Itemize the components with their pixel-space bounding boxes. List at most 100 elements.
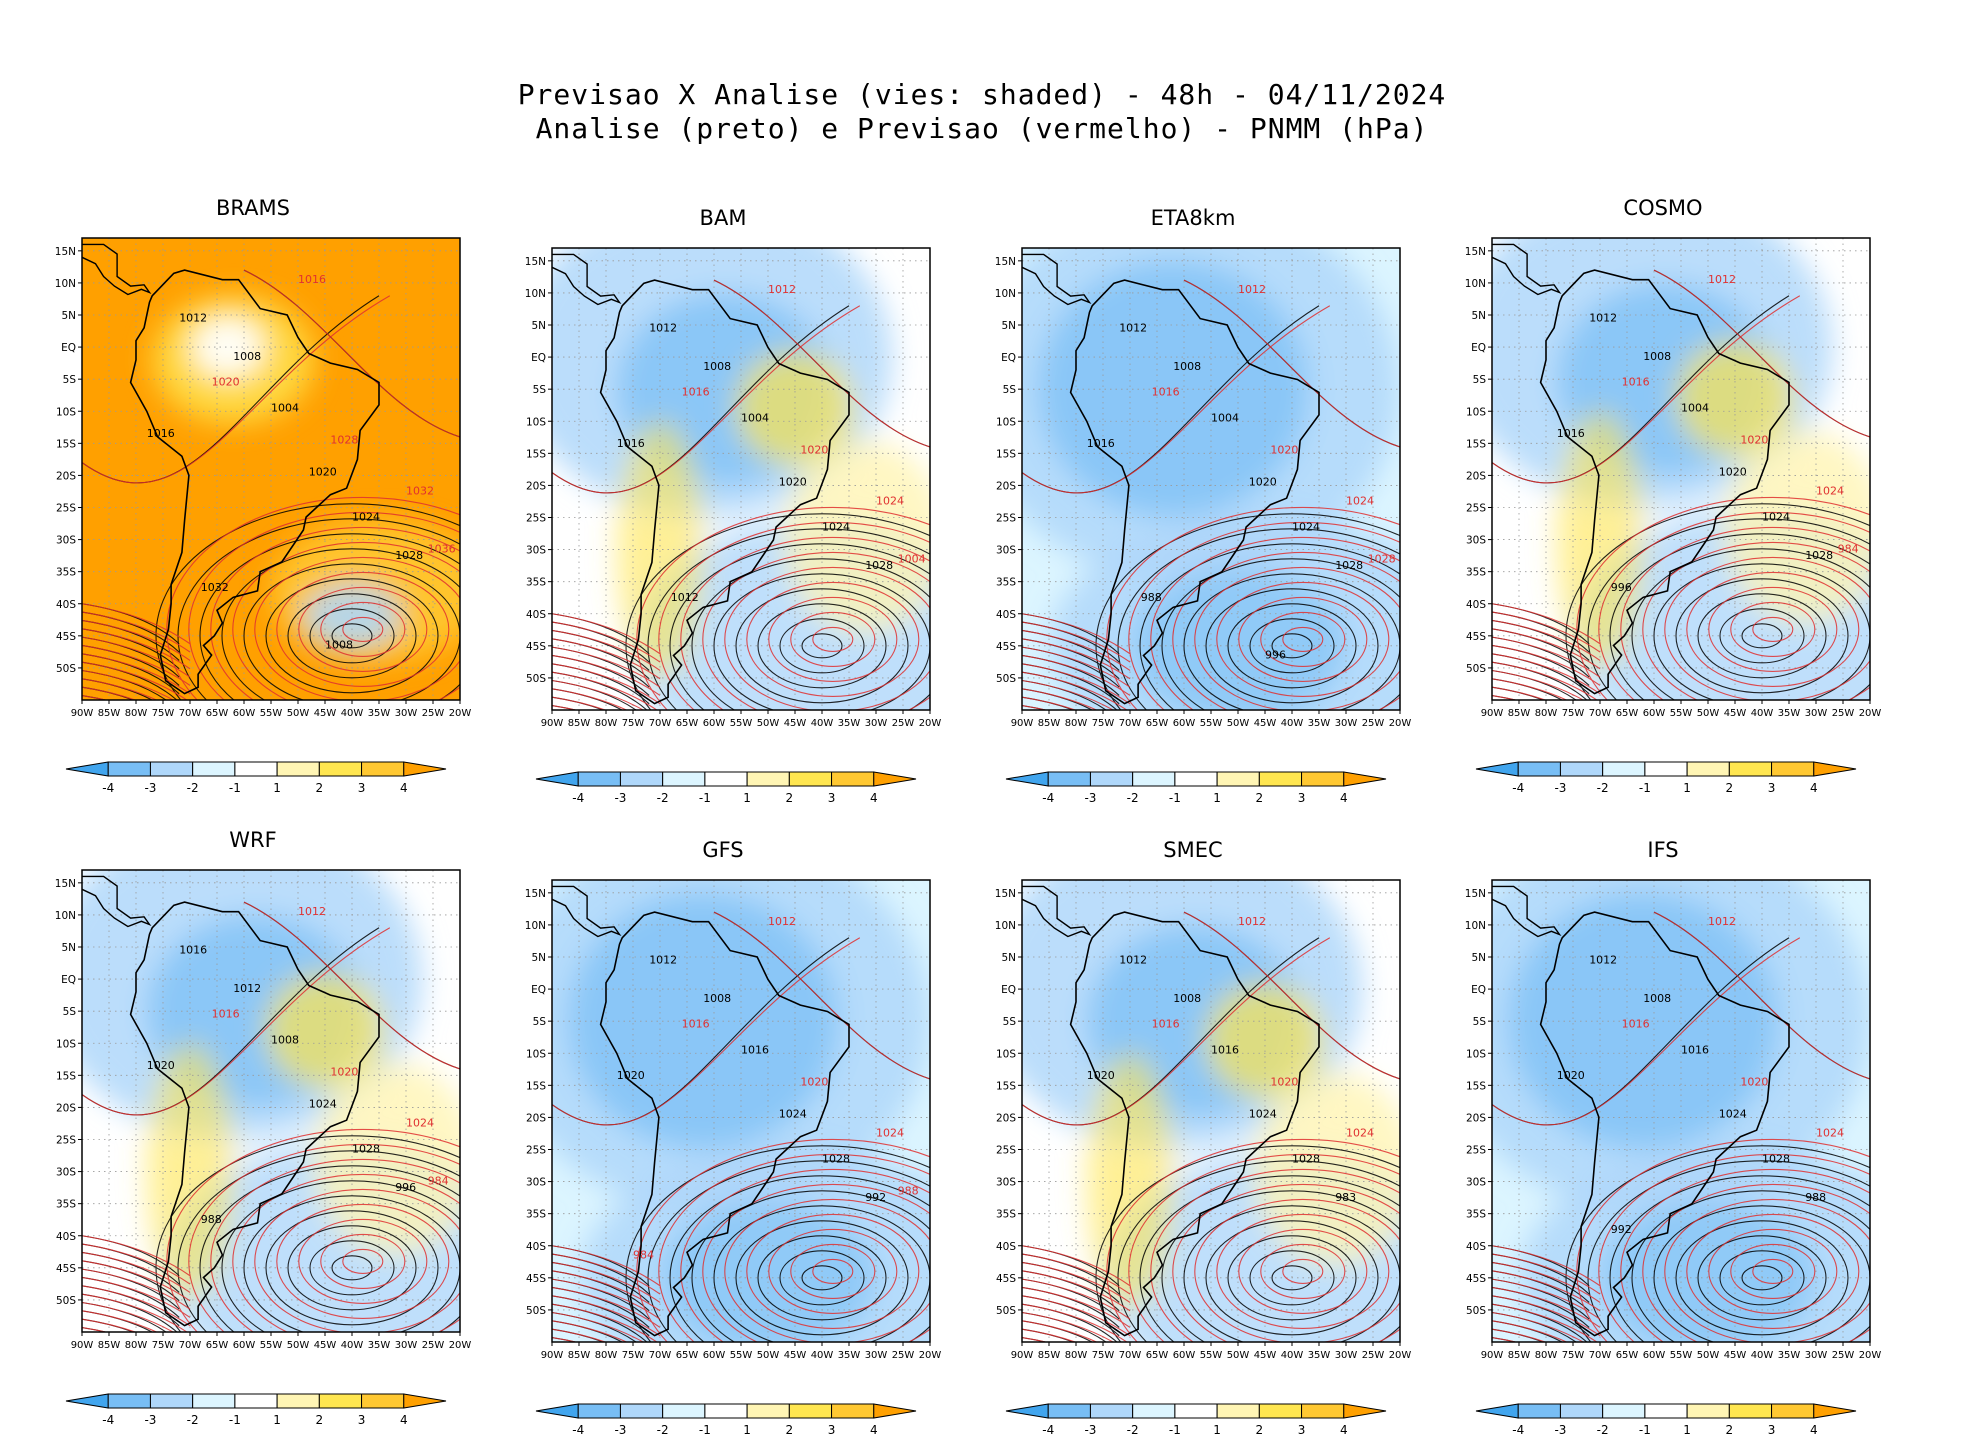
- longitude-tick-label: 85W: [568, 1350, 591, 1361]
- panel-brams: BRAMS 1012 1008 1004 1016 1020 1024 1028 1032 100…: [38, 196, 472, 795]
- analysis-isobar-label: 988: [1141, 591, 1162, 604]
- longitude-tick-label: 30W: [1335, 718, 1358, 729]
- colorbar-segment: [192, 761, 236, 777]
- analysis-isobar-label: 1008: [233, 350, 261, 363]
- forecast-isobar-label: 1020: [800, 1075, 828, 1088]
- longitude-tick-label: 55W: [1200, 1350, 1223, 1361]
- latitude-tick-label: 35S: [526, 1209, 546, 1221]
- forecast-isobar-label: 1024: [1346, 1127, 1374, 1140]
- panel-ifs: IFS 1012 1008 1016 1020 1024 1028 988 992 1012 101…: [1448, 838, 1882, 1437]
- colorbar-tick-label: 2: [1256, 791, 1264, 805]
- pressure-bias-map: 1012 1008 1016 1020 1024 1028 983 1012 1016 1020 1…: [995, 879, 1411, 1361]
- colorbar-tick-label: -1: [699, 791, 711, 805]
- colorbar-segment: [619, 1403, 664, 1419]
- colorbar-segment: [1089, 1403, 1134, 1419]
- longitude-tick-label: 45W: [1724, 1350, 1747, 1361]
- longitude-tick-label: 40W: [811, 718, 834, 729]
- longitude-tick-label: 70W: [1589, 1350, 1612, 1361]
- latitude-tick-label: 45S: [526, 1273, 546, 1285]
- analysis-isobar-label: 1008: [1643, 992, 1671, 1005]
- latitude-tick-label: 25S: [526, 513, 546, 525]
- analysis-isobar-label: 1020: [147, 1059, 175, 1072]
- analysis-isobar-label: 1032: [201, 581, 229, 594]
- analysis-isobar-label: 1012: [1119, 953, 1147, 966]
- longitude-tick-label: 45W: [784, 1350, 807, 1361]
- longitude-tick-label: 80W: [125, 708, 148, 719]
- latitude-tick-label: 10S: [56, 406, 76, 418]
- figure-title-line-1: Previsao X Analise (vies: shaded) - 48h …: [517, 78, 1447, 111]
- longitude-tick-label: 25W: [422, 708, 445, 719]
- analysis-isobar-label: 1028: [1805, 549, 1833, 562]
- forecast-isobar-label: 984: [633, 1249, 654, 1262]
- longitude-tick-label: 55W: [1670, 1350, 1693, 1361]
- latitude-tick-label: 40S: [56, 1231, 76, 1243]
- forecast-isobar-label: 988: [898, 1184, 919, 1197]
- latitude-tick-label: 35S: [1466, 1209, 1486, 1221]
- colorbar-tick-label: 4: [1340, 791, 1348, 805]
- longitude-tick-label: 45W: [1254, 718, 1277, 729]
- analysis-isobar-label: 1020: [1087, 1069, 1115, 1082]
- latitude-tick-label: EQ: [1001, 984, 1016, 996]
- latitude-tick-label: 35S: [526, 577, 546, 589]
- colorbar-tick-label: -2: [1127, 1423, 1139, 1437]
- longitude-tick-label: 35W: [368, 708, 391, 719]
- analysis-isobar-label: 1016: [1211, 1043, 1239, 1056]
- colorbar-segment: [403, 1393, 447, 1409]
- latitude-tick-label: EQ: [531, 352, 546, 364]
- colorbar-segment: [276, 761, 320, 777]
- latitude-tick-label: 45S: [996, 1273, 1016, 1285]
- colorbar-segments: [1005, 1403, 1387, 1419]
- panel-smec: SMEC 1012 1008 1016 1020 1024 1028 983 1012 1016 1…: [978, 838, 1412, 1437]
- analysis-isobar-label: 1024: [1762, 510, 1790, 523]
- longitude-tick-label: 35W: [368, 1340, 391, 1351]
- colorbar-tick-label: 2: [316, 781, 324, 795]
- analysis-isobar-label: 996: [395, 1181, 416, 1194]
- colorbar-tick-label: 4: [870, 791, 878, 805]
- colorbar: -4 -3 -2 -1 1 2 3 4: [1005, 1403, 1387, 1437]
- longitude-tick-label: 60W: [233, 1340, 256, 1351]
- colorbar-tick-label: -4: [1042, 1423, 1054, 1437]
- latitude-tick-label: 50S: [526, 1305, 546, 1317]
- central-america-coastline: [1492, 885, 1562, 938]
- bias-shading: 1012 1008 1016 1020 1024 1028 988 992 1012 1016 10…: [1492, 880, 1870, 1342]
- colorbar-segments: [535, 1403, 917, 1419]
- latitude-tick-label: 30S: [1466, 1177, 1486, 1189]
- latitude-tick-label: 50S: [1466, 1305, 1486, 1317]
- longitude-tick-label: 30W: [865, 1350, 888, 1361]
- south-america-coastline: [599, 279, 850, 705]
- longitude-tick-label: 75W: [1562, 1350, 1585, 1361]
- colorbar-segment: [318, 1393, 363, 1409]
- longitude-tick-label: 85W: [1508, 1350, 1531, 1361]
- latitude-tick-label: 5N: [1471, 952, 1486, 964]
- latitude-tick-label: 10N: [525, 288, 546, 300]
- latitude-tick-label: 10N: [525, 920, 546, 932]
- forecast-isobar-label: 1028: [1368, 552, 1396, 565]
- colorbar-segment: [1517, 1403, 1561, 1419]
- longitude-tick-label: 25W: [892, 1350, 915, 1361]
- colorbar-segment: [1813, 761, 1857, 777]
- latitude-tick-label: 20S: [526, 480, 546, 492]
- latitude-tick-label: 45S: [56, 1263, 76, 1275]
- latitude-tick-label: 10S: [996, 416, 1016, 428]
- colorbar-segment: [1602, 761, 1646, 777]
- longitude-tick-label: 65W: [1146, 1350, 1169, 1361]
- latitude-tick-label: 20S: [56, 1102, 76, 1114]
- colorbar-tick-label: 4: [870, 1423, 878, 1437]
- forecast-isobar-label: 1024: [406, 1117, 434, 1130]
- latitude-tick-label: 50S: [526, 673, 546, 685]
- colorbar-segment: [662, 1403, 706, 1419]
- panel-wrf: WRF 1016 1012 1008 1020 1024 1028 996 988 1012 101…: [38, 828, 472, 1427]
- bias-shading: 1016 1012 1008 1020 1024 1028 996 988 1012 1016 10…: [82, 870, 460, 1332]
- colorbar-segment: [535, 771, 579, 787]
- latitude-tick-label: 50S: [1466, 663, 1486, 675]
- longitude-tick-label: 90W: [71, 1340, 94, 1351]
- forecast-isobar-label: 1016: [212, 1008, 240, 1021]
- colorbar-segment: [1813, 1403, 1857, 1419]
- colorbar-segment: [1301, 1403, 1345, 1419]
- colorbar-tick-label: 2: [1256, 1423, 1264, 1437]
- colorbar-tick-label: 1: [273, 781, 281, 795]
- colorbar-tick-label: 3: [828, 1423, 836, 1437]
- colorbar-segment: [1216, 771, 1260, 787]
- colorbar-tick-label: 3: [1298, 1423, 1306, 1437]
- colorbar-segment: [234, 1393, 278, 1409]
